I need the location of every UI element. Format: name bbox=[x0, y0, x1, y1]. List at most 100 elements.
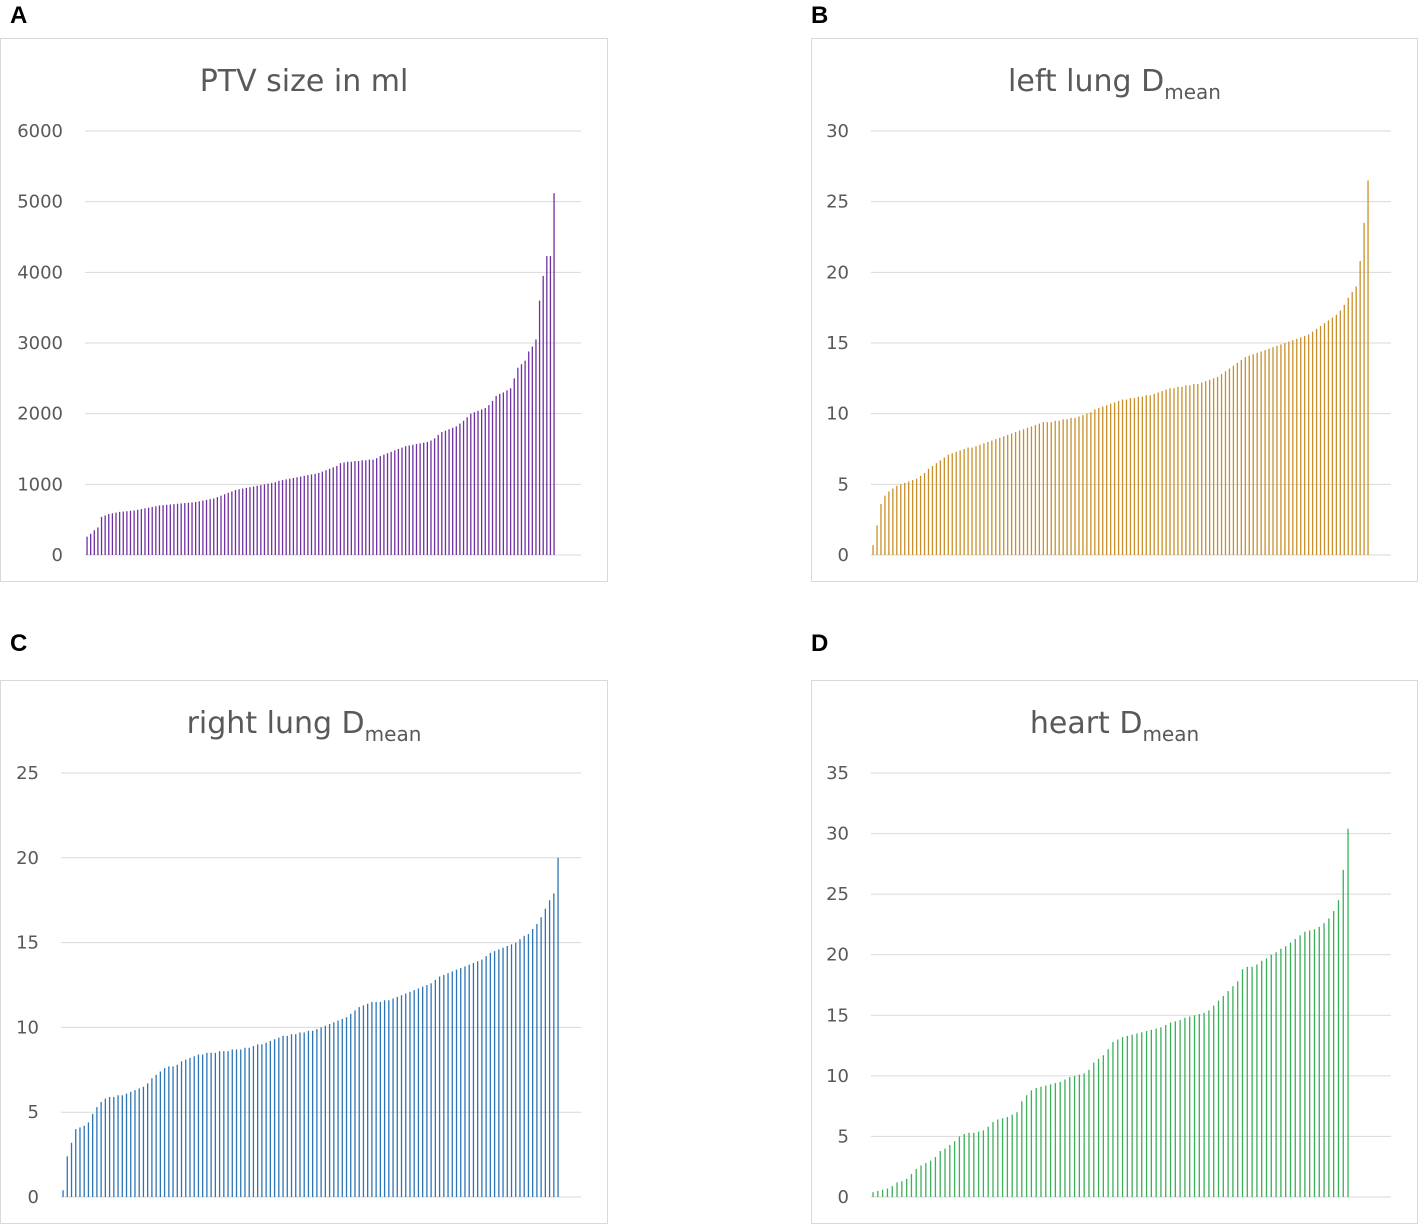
bar bbox=[517, 367, 519, 555]
bar bbox=[365, 460, 367, 555]
bar bbox=[1046, 422, 1048, 555]
bar bbox=[303, 475, 305, 555]
bar bbox=[1256, 352, 1258, 555]
bar bbox=[1011, 1114, 1013, 1197]
bar bbox=[896, 485, 898, 555]
bar bbox=[125, 1093, 128, 1197]
bar bbox=[968, 1132, 970, 1197]
bar bbox=[252, 1046, 255, 1197]
bar bbox=[1220, 374, 1223, 555]
bar bbox=[260, 485, 262, 555]
bar bbox=[130, 1091, 132, 1197]
bar bbox=[97, 527, 99, 555]
bar bbox=[1106, 405, 1108, 555]
bar bbox=[888, 491, 890, 555]
bar bbox=[248, 1047, 250, 1197]
panel-label-c: C bbox=[10, 630, 28, 657]
bar bbox=[1237, 981, 1239, 1197]
chart-title: left lung Dmean bbox=[1008, 64, 1221, 104]
bar bbox=[880, 504, 882, 555]
bar bbox=[273, 1039, 276, 1197]
bar bbox=[919, 475, 922, 555]
y-tick-label: 25 bbox=[16, 763, 39, 784]
bar bbox=[1327, 320, 1330, 555]
bar bbox=[213, 498, 215, 555]
bar bbox=[959, 450, 961, 555]
bar bbox=[121, 1095, 123, 1197]
bar bbox=[1069, 1077, 1071, 1197]
bar bbox=[1270, 954, 1272, 1197]
bar bbox=[62, 1190, 64, 1197]
bar bbox=[328, 1024, 331, 1197]
bar bbox=[1107, 1049, 1109, 1197]
bar bbox=[307, 475, 309, 555]
bar bbox=[1133, 398, 1136, 555]
bar bbox=[1030, 1090, 1033, 1197]
bar bbox=[166, 504, 168, 555]
bar bbox=[238, 489, 240, 555]
bar bbox=[1359, 261, 1361, 555]
bar bbox=[1125, 399, 1128, 555]
bar bbox=[400, 995, 403, 1197]
bar bbox=[1355, 286, 1357, 555]
bar bbox=[324, 1025, 327, 1197]
y-tick-label: 35 bbox=[826, 763, 849, 784]
bar bbox=[1073, 1075, 1076, 1197]
bar bbox=[383, 454, 385, 555]
bar bbox=[379, 1001, 382, 1197]
bar bbox=[1198, 1014, 1200, 1197]
bar bbox=[282, 1035, 284, 1197]
bar bbox=[292, 477, 295, 555]
bar bbox=[462, 420, 465, 555]
bar bbox=[1097, 1058, 1100, 1197]
bar bbox=[495, 396, 497, 555]
bar bbox=[216, 497, 219, 555]
bar bbox=[1136, 1033, 1138, 1197]
bar bbox=[982, 1130, 985, 1197]
bar bbox=[404, 446, 407, 555]
bar bbox=[1236, 362, 1239, 555]
bar bbox=[388, 1000, 390, 1197]
bar bbox=[223, 1051, 225, 1197]
bar bbox=[1157, 392, 1159, 555]
bar bbox=[296, 477, 298, 555]
bar bbox=[1333, 911, 1335, 1197]
bar bbox=[108, 514, 110, 555]
bar bbox=[987, 1126, 989, 1197]
bar bbox=[1102, 1055, 1105, 1197]
bar bbox=[876, 525, 878, 555]
bar bbox=[447, 973, 449, 1197]
chart-panel-right-lung: right lung Dmean 0 5 10 15 20 25 bbox=[0, 680, 608, 1224]
y-tick-label: 3000 bbox=[17, 333, 63, 354]
bar bbox=[929, 1160, 932, 1197]
bar bbox=[172, 1066, 174, 1197]
bar bbox=[544, 908, 547, 1197]
bar bbox=[1189, 1016, 1191, 1197]
y-tick-label: 0 bbox=[838, 1187, 849, 1208]
bar bbox=[535, 339, 537, 555]
bar bbox=[372, 459, 374, 555]
bar bbox=[1289, 942, 1292, 1197]
y-tick-label: 20 bbox=[826, 945, 849, 966]
bar bbox=[1161, 391, 1163, 555]
bar bbox=[412, 444, 414, 555]
bar bbox=[1007, 434, 1009, 555]
bar bbox=[1160, 1027, 1162, 1197]
bar bbox=[1232, 986, 1234, 1197]
bar bbox=[943, 457, 945, 555]
bar bbox=[290, 1034, 293, 1197]
bar bbox=[147, 507, 150, 555]
bar bbox=[354, 1010, 356, 1197]
bar bbox=[480, 409, 483, 555]
bar bbox=[332, 467, 334, 555]
bar bbox=[515, 942, 517, 1197]
bar bbox=[466, 417, 468, 555]
bar bbox=[375, 1001, 377, 1197]
bar bbox=[987, 441, 989, 555]
bar bbox=[129, 510, 132, 555]
bar bbox=[491, 400, 494, 555]
bar bbox=[1319, 326, 1322, 555]
bar bbox=[1102, 406, 1104, 555]
bar bbox=[314, 473, 316, 555]
bar bbox=[257, 1044, 259, 1197]
